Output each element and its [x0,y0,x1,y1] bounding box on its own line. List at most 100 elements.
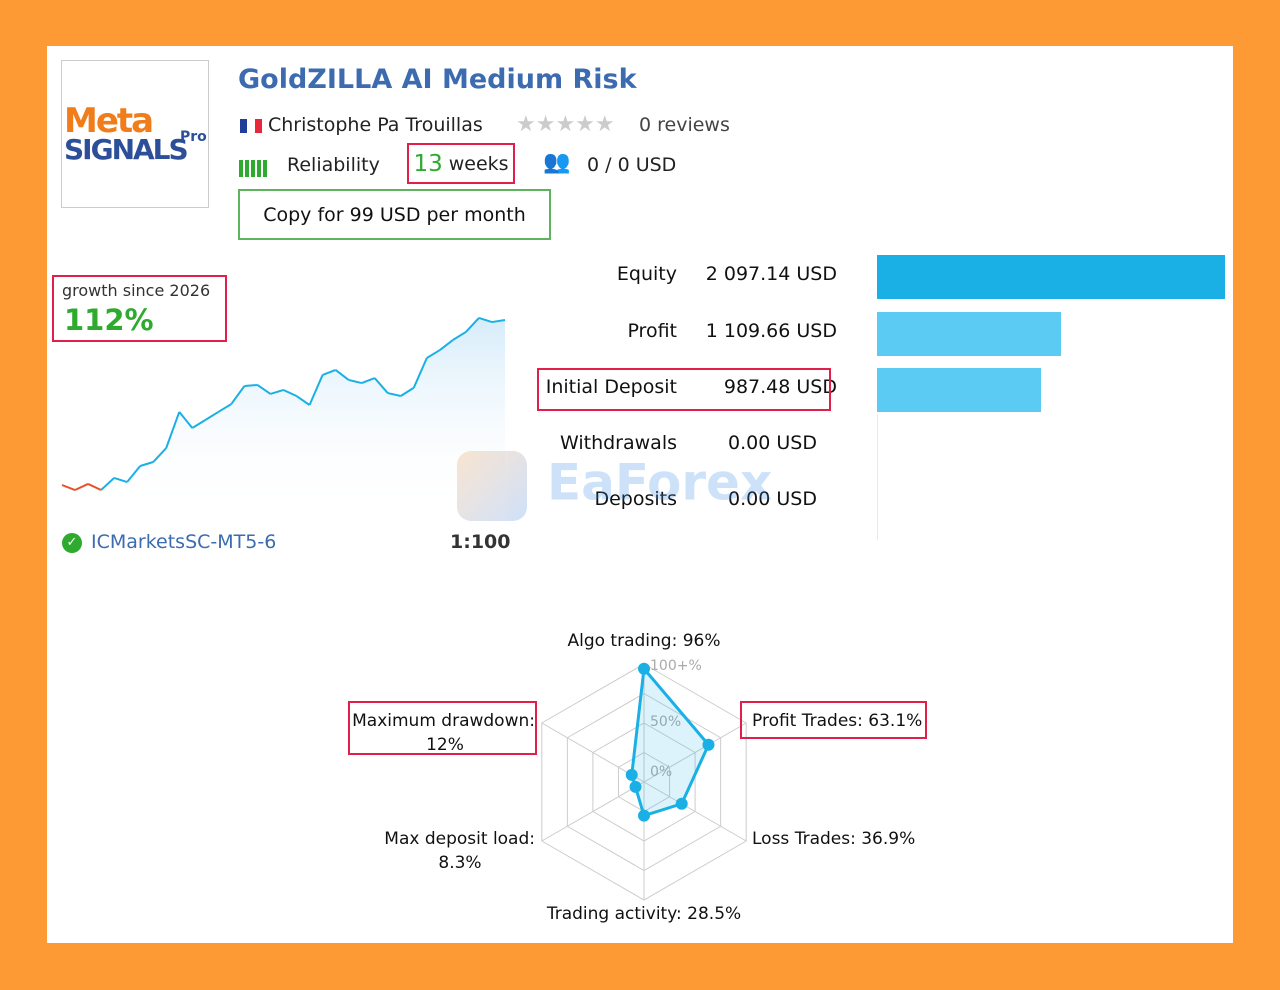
radar-point [675,797,688,810]
radar-chart: 100+% 50% 0% Algo trading: 96% Profit Trades… [352,631,922,924]
stat-bar [877,414,878,484]
growth-line-segment [308,374,324,406]
growth-line-segment [361,377,376,384]
radar-axis-sublabel: 8.3% [438,853,481,873]
stat-bar [877,255,1225,299]
growth-line-segment [87,483,102,491]
verified-shield-icon: ✓ [62,533,82,553]
growth-line-segment [113,476,128,484]
broker-link[interactable]: ICMarketsSC-MT5-6 [91,531,277,553]
stat-bar [877,368,1041,412]
drawdown-highlight [348,701,537,755]
subscribers-icon: 👥 [543,150,571,175]
radar-point [629,780,642,793]
france-flag-icon [240,119,262,133]
radar-axis-label: Algo trading: 96% [567,631,720,651]
watermark: EaForex [457,451,772,521]
author-link[interactable]: Christophe Pa Trouillas [268,114,483,136]
growth-line-segment [400,386,415,397]
growth-line-segment [230,385,246,405]
radar-point [702,738,715,751]
growth-line-segment [491,319,506,324]
growth-line-segment [256,384,272,395]
signal-title[interactable]: GoldZILLA AI Medium Risk [238,64,637,95]
weeks-label: weeks [448,152,509,175]
growth-line-segment [465,317,480,333]
growth-line-segment [61,484,76,491]
growth-line-segment [335,369,350,381]
growth-line-segment [139,461,154,467]
stat-value: 987.48 USD [723,376,837,398]
growth-line-segment [426,349,441,359]
weeks-highlight: 13 weeks [407,143,515,184]
growth-value: 112% [64,303,154,337]
stat-label: Initial Deposit [545,376,677,398]
radar-axis-label: Trading activity: 28.5% [546,904,741,924]
subscribers-value: 0 / 0 USD [587,154,677,176]
growth-line-segment [191,419,206,429]
stat-label: Equity [616,263,677,285]
growth-line-segment [387,392,401,397]
growth-highlight: growth since 2026 112% [52,275,227,342]
logo-sup: Pro [180,129,207,145]
copy-signal-button[interactable]: Copy for 99 USD per month [238,189,551,240]
radar-point [625,768,638,781]
growth-line-segment [283,389,297,397]
growth-line-segment [217,403,232,413]
radar-axis-label: Loss Trades: 36.9% [752,829,915,849]
stat-bar [877,312,1062,356]
radar-ring-label: 100+% [650,658,702,674]
radar-axis-sublabel: 12% [426,735,464,755]
growth-label: growth since 2026 [62,281,211,300]
stat-label: Profit [627,320,677,342]
growth-line-segment [295,395,311,406]
radar-point [638,809,650,822]
signal-card: Meta SIGNALS Pro GoldZILLA AI Medium Ris… [47,46,1233,943]
radar-axis [541,781,645,842]
growth-chart [61,316,506,516]
growth-line-segment [478,316,493,324]
growth-line-segment [452,331,467,341]
growth-line-segment [152,447,167,463]
radar-axis-label: Max deposit load: [384,829,535,849]
stat-value: 0.00 USD [728,432,817,454]
stat-value: 2 097.14 USD [705,263,837,285]
metasignals-logo: Meta SIGNALS Pro [61,60,209,208]
growth-line-segment [74,483,89,491]
initial-deposit-highlight [537,368,831,411]
profit-trades-highlight [740,701,927,739]
growth-line-segment [244,383,258,387]
radar-ring-label: 0% [650,764,672,780]
radar-axis-label: Maximum drawdown: [352,711,535,731]
stat-value: 0.00 USD [728,488,817,510]
growth-line-segment [412,357,428,389]
reliability-bars-icon [239,160,267,177]
rating-stars-icon: ★★★★★ [516,112,615,137]
radar-ring-label: 50% [650,714,681,730]
leverage-value: 1:100 [450,531,511,553]
stat-label: Deposits [594,488,677,510]
stat-bar [877,470,878,540]
growth-line-segment [126,465,141,483]
radar-axis [643,781,747,842]
weeks-number: 13 [413,150,443,177]
growth-line-segment [270,389,284,395]
radar-point [638,662,650,675]
growth-line-segment [204,411,219,421]
growth-line-segment [439,339,454,351]
stat-value: 1 109.66 USD [705,320,837,342]
logo-text-2: SIGNALS [64,133,189,166]
growth-line-segment [165,411,181,449]
radar-axis-label: Profit Trades: 63.1% [752,711,922,731]
growth-line-segment [348,378,362,385]
growth-line-segment [322,369,336,376]
stat-label: Withdrawals [559,432,677,454]
growth-line-segment [100,477,115,491]
reliability-label: Reliability [287,154,380,176]
radar-axis [643,722,747,783]
growth-line-segment [178,411,194,429]
logo-text: Meta [64,101,154,141]
radar-series [630,665,711,818]
reviews-link[interactable]: 0 reviews [639,114,730,136]
growth-line-segment [373,377,389,394]
